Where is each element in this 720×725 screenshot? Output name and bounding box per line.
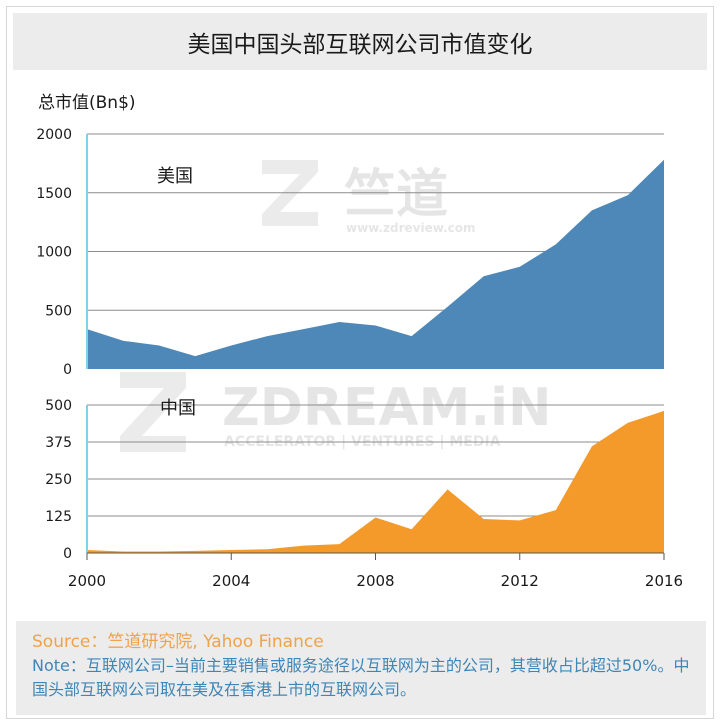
x-tick-label: 2012 (501, 572, 539, 590)
x-tick-label: 2004 (212, 572, 250, 590)
us-point-2004 (229, 344, 233, 348)
us-point-2016 (662, 158, 666, 162)
title-bar: 美国中国头部互联网公司市值变化 (13, 13, 707, 70)
us-point-2001 (121, 339, 125, 343)
cn-point-2013 (554, 508, 558, 512)
us-ytick-label: 2000 (36, 127, 72, 143)
footer-box: Source：竺道研究院, Yahoo Finance Note：互联网公司–当… (16, 621, 706, 715)
x-tick-label: 2008 (356, 572, 394, 590)
us-point-2012 (518, 265, 522, 269)
y-axis-unit-label: 总市值(Bn$) (38, 93, 136, 113)
cn-point-2012 (518, 518, 522, 522)
cn-point-2006 (301, 544, 305, 548)
us-point-2015 (626, 193, 630, 197)
chart-svg: 竺道 www.zdreview.com ZDREAM.iN ACCELERATO… (36, 127, 683, 590)
us-ytick-label: 500 (45, 303, 72, 319)
us-point-2011 (482, 274, 486, 278)
note-text: Note：互联网公司–当前主要销售或服务途径以互联网为主的公司，其营收占比超过5… (32, 656, 690, 699)
cn-point-2003 (193, 549, 197, 553)
us-ytick-label: 1000 (36, 245, 72, 261)
us-point-2007 (337, 320, 341, 324)
cn-point-2007 (337, 542, 341, 546)
cn-ytick-label: 0 (63, 546, 72, 562)
x-axis: 2000 2004 2008 2012 2016 (68, 552, 683, 590)
us-point-2014 (590, 208, 594, 212)
cn-ytick-label: 250 (45, 472, 72, 488)
us-series-label: 美国 (157, 166, 193, 187)
cn-area (87, 410, 664, 553)
us-point-2003 (193, 354, 197, 358)
us-point-2005 (265, 334, 269, 338)
us-point-2013 (554, 242, 558, 246)
us-point-2009 (410, 334, 414, 338)
us-ytick-label: 1500 (36, 186, 72, 202)
cn-point-2004 (229, 548, 233, 552)
cn-point-2016 (662, 409, 666, 413)
watermark-brand-mid: ZDREAM.iN (222, 378, 552, 438)
watermark-logo-mid (120, 372, 186, 452)
us-area (87, 159, 664, 369)
x-tick-label: 2016 (645, 572, 683, 590)
us-point-2002 (157, 344, 161, 348)
us-point-2010 (446, 305, 450, 309)
watermark-brand-top: 竺道 (344, 165, 448, 225)
cn-ytick-label: 375 (45, 435, 72, 451)
cn-series-label: 中国 (160, 398, 196, 419)
cn-point-2011 (482, 517, 486, 521)
cn-ytick-label: 125 (45, 509, 72, 525)
chart-title: 美国中国头部互联网公司市值变化 (187, 31, 533, 58)
cn-ytick-label: 500 (45, 398, 72, 414)
cn-point-2008 (374, 516, 378, 520)
cn-point-2015 (626, 421, 630, 425)
source-text: Source：竺道研究院, Yahoo Finance (32, 632, 324, 652)
cn-point-2014 (590, 444, 594, 448)
us-ytick-label: 0 (63, 362, 72, 378)
watermark-layer: 竺道 www.zdreview.com ZDREAM.iN ACCELERATO… (120, 160, 552, 452)
x-tick-label: 2000 (68, 572, 106, 590)
cn-point-2010 (446, 487, 450, 491)
cn-panel: 0 125 250 375 500 中国 (45, 398, 666, 562)
cn-point-2009 (410, 527, 414, 531)
us-panel: 0 500 1000 1500 2000 美国 (36, 127, 666, 378)
watermark-url-top: www.zdreview.com (346, 221, 476, 235)
us-point-2006 (301, 327, 305, 331)
us-point-2008 (374, 324, 378, 328)
chart-frame (6, 6, 714, 719)
cn-point-2005 (265, 547, 269, 551)
